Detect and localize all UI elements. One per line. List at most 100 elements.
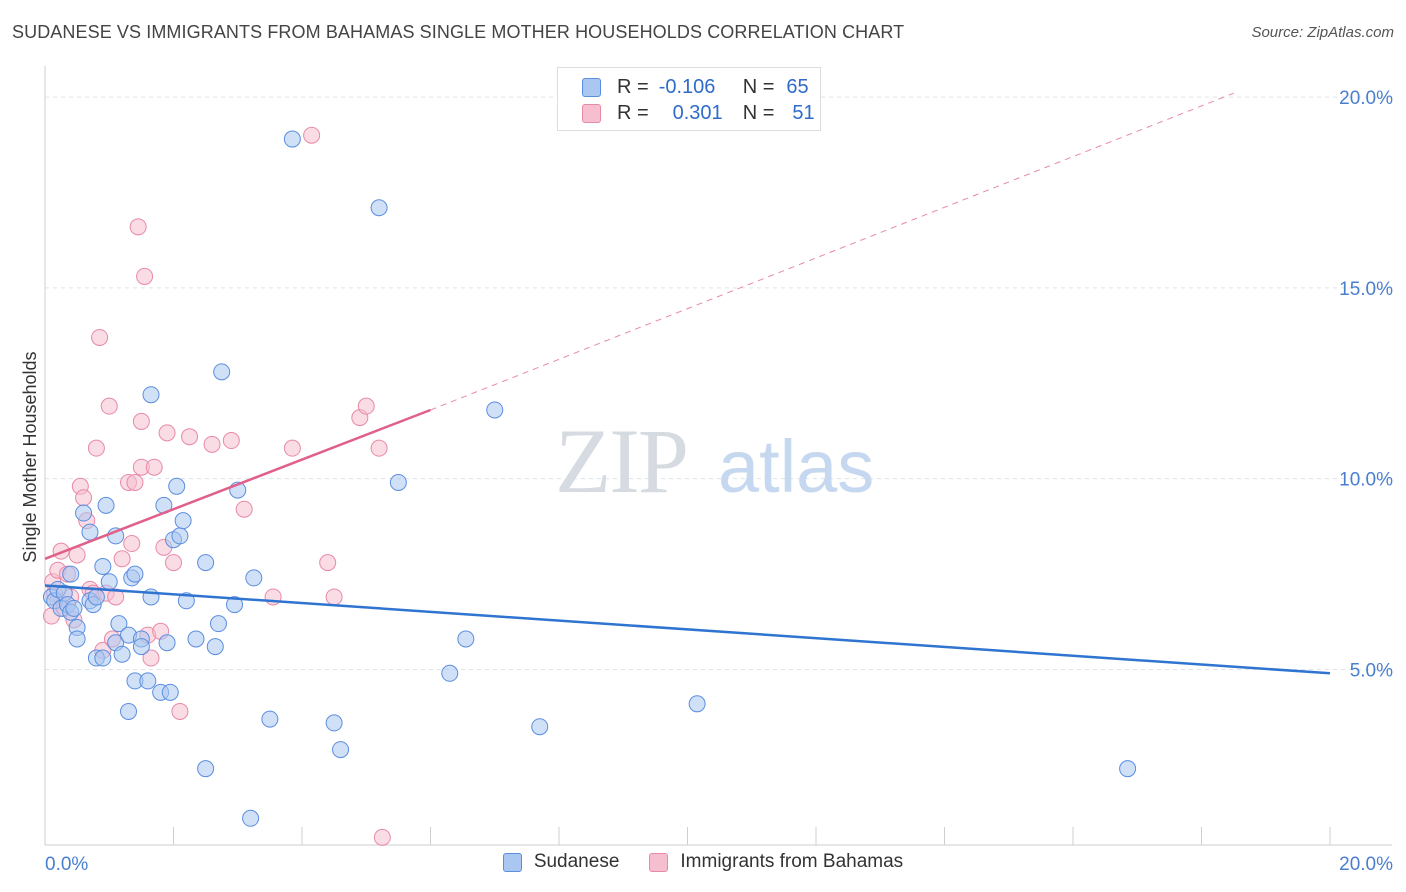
legend-swatch-pink — [582, 103, 601, 123]
series-legend: Sudanese Immigrants from Bahamas — [0, 851, 1406, 873]
y-tick-label: 10.0% — [1339, 470, 1393, 491]
y-tick-label: 20.0% — [1339, 88, 1393, 109]
x-tick-label: 0.0% — [45, 854, 88, 875]
data-point — [206, 638, 224, 656]
data-point — [113, 645, 131, 663]
data-point — [370, 199, 388, 217]
x-tick-labels: 0.0% 20.0% — [45, 854, 1393, 875]
data-point — [226, 596, 244, 614]
data-point — [161, 683, 179, 701]
data-point — [97, 496, 115, 514]
series-legend-sudanese: Sudanese — [502, 851, 620, 873]
data-point — [94, 557, 112, 575]
data-point — [197, 760, 215, 778]
data-point — [113, 550, 131, 568]
data-point — [531, 718, 549, 736]
data-point — [91, 328, 109, 346]
legend-n-value: 65 — [786, 75, 809, 98]
chart-source: Source: ZipAtlas.com — [1251, 24, 1394, 41]
legend-r-label: R = — [617, 75, 649, 98]
series-label-sudanese: Sudanese — [533, 851, 620, 872]
data-point — [126, 565, 144, 583]
data-point — [68, 630, 86, 648]
data-point — [75, 504, 93, 522]
data-point — [171, 527, 189, 545]
data-point — [357, 397, 375, 415]
trend-lines — [44, 92, 1331, 675]
legend-n-value: 51 — [792, 101, 815, 124]
data-point — [87, 439, 105, 457]
bahamas-trend-extension — [430, 92, 1234, 411]
data-point — [209, 615, 227, 633]
data-point — [325, 714, 343, 732]
data-point — [65, 599, 83, 617]
data-point — [283, 439, 301, 457]
y-axis-label: Single Mother Households — [20, 351, 40, 562]
legend-row-bahamas: R = 0.301 N = 51 — [582, 101, 815, 125]
data-point — [165, 554, 182, 572]
data-point — [142, 386, 160, 404]
data-point — [373, 828, 391, 846]
watermark-zip: ZIP — [555, 410, 687, 512]
bahamas-trend-line — [44, 408, 431, 560]
data-point — [213, 363, 231, 381]
data-point — [171, 702, 189, 720]
y-tick-label: 5.0% — [1350, 660, 1393, 681]
data-point — [136, 267, 154, 285]
chart-title: SUDANESE VS IMMIGRANTS FROM BAHAMAS SING… — [12, 22, 905, 42]
data-point — [370, 439, 388, 457]
series-legend-bahamas: Immigrants from Bahamas — [649, 851, 903, 873]
x-tick-label: 20.0% — [1339, 854, 1393, 875]
data-point — [81, 523, 99, 541]
data-point — [107, 588, 125, 606]
data-point — [242, 809, 260, 827]
data-point — [222, 432, 240, 450]
data-point — [139, 672, 157, 690]
data-point — [245, 569, 263, 587]
data-point — [94, 649, 112, 667]
data-point — [126, 473, 144, 491]
data-point — [168, 477, 186, 495]
data-point — [132, 638, 150, 656]
correlation-legend: R = -0.106 N = 65 R = 0.301 N = 51 — [557, 67, 821, 131]
legend-row-sudanese: R = -0.106 N = 65 — [582, 75, 809, 99]
legend-r-value: -0.106 — [658, 75, 716, 98]
data-point — [1119, 760, 1137, 778]
data-point — [158, 634, 176, 652]
data-point — [174, 512, 192, 530]
data-point — [457, 630, 475, 648]
y-tick-label: 15.0% — [1339, 279, 1393, 300]
sudanese-points — [42, 130, 1137, 827]
data-point — [132, 412, 150, 430]
grid-lines — [45, 96, 1392, 670]
data-point — [688, 695, 706, 713]
legend-r-label: R = — [617, 101, 649, 124]
legend-r-value: 0.301 — [672, 101, 723, 124]
data-point — [319, 554, 337, 572]
watermark: ZIP atlas — [555, 410, 874, 512]
data-point — [441, 664, 459, 682]
data-point — [197, 554, 215, 572]
watermark-atlas: atlas — [718, 425, 874, 508]
axes — [44, 66, 1392, 846]
bahamas-points — [42, 126, 391, 846]
data-point — [62, 565, 80, 583]
data-point — [187, 630, 205, 648]
data-point — [100, 397, 118, 415]
data-point — [332, 741, 350, 759]
data-point — [181, 428, 199, 446]
data-point — [486, 401, 504, 419]
data-point — [87, 588, 105, 606]
data-point — [110, 615, 128, 633]
data-point — [261, 710, 279, 728]
data-point — [283, 130, 301, 148]
data-point — [235, 500, 253, 518]
data-point — [158, 424, 176, 442]
legend-swatch-blue — [582, 77, 601, 97]
data-point — [120, 702, 138, 720]
data-point — [129, 218, 147, 236]
y-tick-labels: 5.0% 10.0% 15.0% 20.0% — [1339, 88, 1393, 681]
legend-n-label: N = — [742, 75, 775, 98]
series-swatch-blue — [502, 852, 522, 872]
